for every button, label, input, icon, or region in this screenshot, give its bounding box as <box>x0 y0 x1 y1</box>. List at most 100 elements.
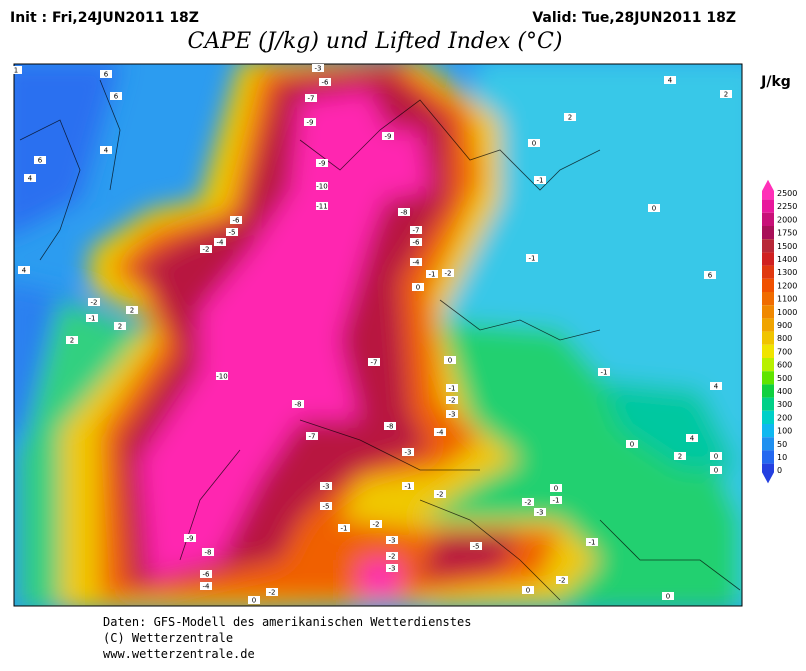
lifted-index-label: -3 <box>449 411 456 419</box>
footer-line: (C) Wetterzentrale <box>103 631 233 645</box>
lifted-index-label: -9 <box>187 535 194 543</box>
colorbar-label: 1500 <box>777 242 797 251</box>
lifted-index-label: 6 <box>708 272 713 280</box>
lifted-index-label: 0 <box>630 441 634 449</box>
label-box <box>674 452 686 460</box>
colorbar-label: 600 <box>777 361 792 370</box>
map-frame <box>13 63 743 607</box>
label-box <box>126 306 138 314</box>
label-box <box>86 314 98 322</box>
label-box <box>304 118 316 126</box>
label-box <box>704 271 716 279</box>
label-box <box>446 396 458 404</box>
label-box <box>34 156 46 164</box>
lifted-index-label: -2 <box>269 589 276 597</box>
label-box <box>410 238 422 246</box>
colorbar-label: 1100 <box>777 295 797 304</box>
lifted-index-label: -2 <box>389 553 396 561</box>
lifted-index-label: -7 <box>413 227 420 235</box>
colorbar-label: 100 <box>777 427 792 436</box>
label-box <box>550 484 562 492</box>
label-box <box>662 592 674 600</box>
lifted-index-label: 6 <box>114 93 119 101</box>
label-box <box>216 372 228 380</box>
colorbar-cell <box>762 450 774 464</box>
label-box <box>386 564 398 572</box>
lifted-index-label: -1 <box>405 483 412 491</box>
label-box <box>598 368 610 376</box>
lifted-index-label: 2 <box>118 323 122 331</box>
lifted-index-label: -3 <box>323 483 330 491</box>
lifted-index-label: -2 <box>91 299 98 307</box>
label-box <box>248 596 260 604</box>
lifted-index-label: -3 <box>389 565 396 573</box>
label-box <box>230 216 242 224</box>
label-box <box>648 204 660 212</box>
colorbar-label: 900 <box>777 321 792 330</box>
colorbar-label: 800 <box>777 334 792 343</box>
colorbar-cell <box>762 397 774 411</box>
label-box <box>686 434 698 442</box>
lifted-index-label: -1 <box>341 525 348 533</box>
lifted-index-label: -4 <box>217 239 225 247</box>
label-box <box>312 64 324 72</box>
label-box <box>292 400 304 408</box>
colorbar-cell <box>762 199 774 213</box>
lifted-index-label: 0 <box>652 205 656 213</box>
legend-unit: J/kg <box>760 74 791 90</box>
lifted-index-label: -3 <box>405 449 412 457</box>
lifted-index-label: -4 <box>437 429 445 437</box>
label-box <box>426 270 438 278</box>
lifted-index-label: 0 <box>666 593 670 601</box>
label-box <box>266 588 278 596</box>
colorbar-label: 500 <box>777 374 792 383</box>
colorbar-label: 2000 <box>777 215 797 224</box>
colorbar-cell <box>762 384 774 398</box>
lifted-index-label: -2 <box>445 270 452 278</box>
colorbar-cell <box>762 437 774 451</box>
label-box <box>386 536 398 544</box>
lifted-index-label: 0 <box>448 357 452 365</box>
label-box <box>398 208 410 216</box>
lifted-index-label: 6 <box>38 157 43 165</box>
label-box <box>200 582 212 590</box>
lifted-index-label: 0 <box>252 597 256 605</box>
colorbar-label: 0 <box>777 466 782 475</box>
label-box <box>24 174 36 182</box>
label-box <box>534 176 546 184</box>
label-box <box>402 448 414 456</box>
lifted-index-label: -1 <box>89 315 96 323</box>
colorbar-label: 1750 <box>777 229 797 238</box>
lifted-index-label: 2 <box>568 114 572 122</box>
label-box <box>66 336 78 344</box>
lifted-index-label: -8 <box>205 549 212 557</box>
label-box <box>434 428 446 436</box>
lifted-index-label: -5 <box>229 229 236 237</box>
label-box <box>100 146 112 154</box>
label-box <box>710 452 722 460</box>
label-box <box>316 202 328 210</box>
lifted-index-label: 4 <box>22 267 27 275</box>
lifted-index-label: -6 <box>203 571 211 579</box>
colorbar-cell <box>762 179 774 200</box>
label-box <box>626 440 638 448</box>
colorbar-cell <box>762 371 774 385</box>
colorbar-cell <box>762 212 774 226</box>
colorbar-cell <box>762 358 774 372</box>
colorbar-cell <box>762 252 774 266</box>
label-box <box>382 132 394 140</box>
lifted-index-label: -2 <box>449 397 456 405</box>
label-box <box>100 70 112 78</box>
label-box <box>526 254 538 262</box>
lifted-index-label: 0 <box>714 467 718 475</box>
colorbar-cell <box>762 410 774 424</box>
label-box <box>720 90 732 98</box>
label-box <box>88 298 100 306</box>
colorbar-cell <box>762 292 774 306</box>
colorbar-label: 10 <box>777 453 787 462</box>
colorbar-label: 2500 <box>777 189 797 198</box>
lifted-index-label: -10 <box>316 183 327 191</box>
label-box <box>114 322 126 330</box>
footer-line: www.wetterzentrale.de <box>103 647 255 661</box>
lifted-index-label: -2 <box>203 246 210 254</box>
